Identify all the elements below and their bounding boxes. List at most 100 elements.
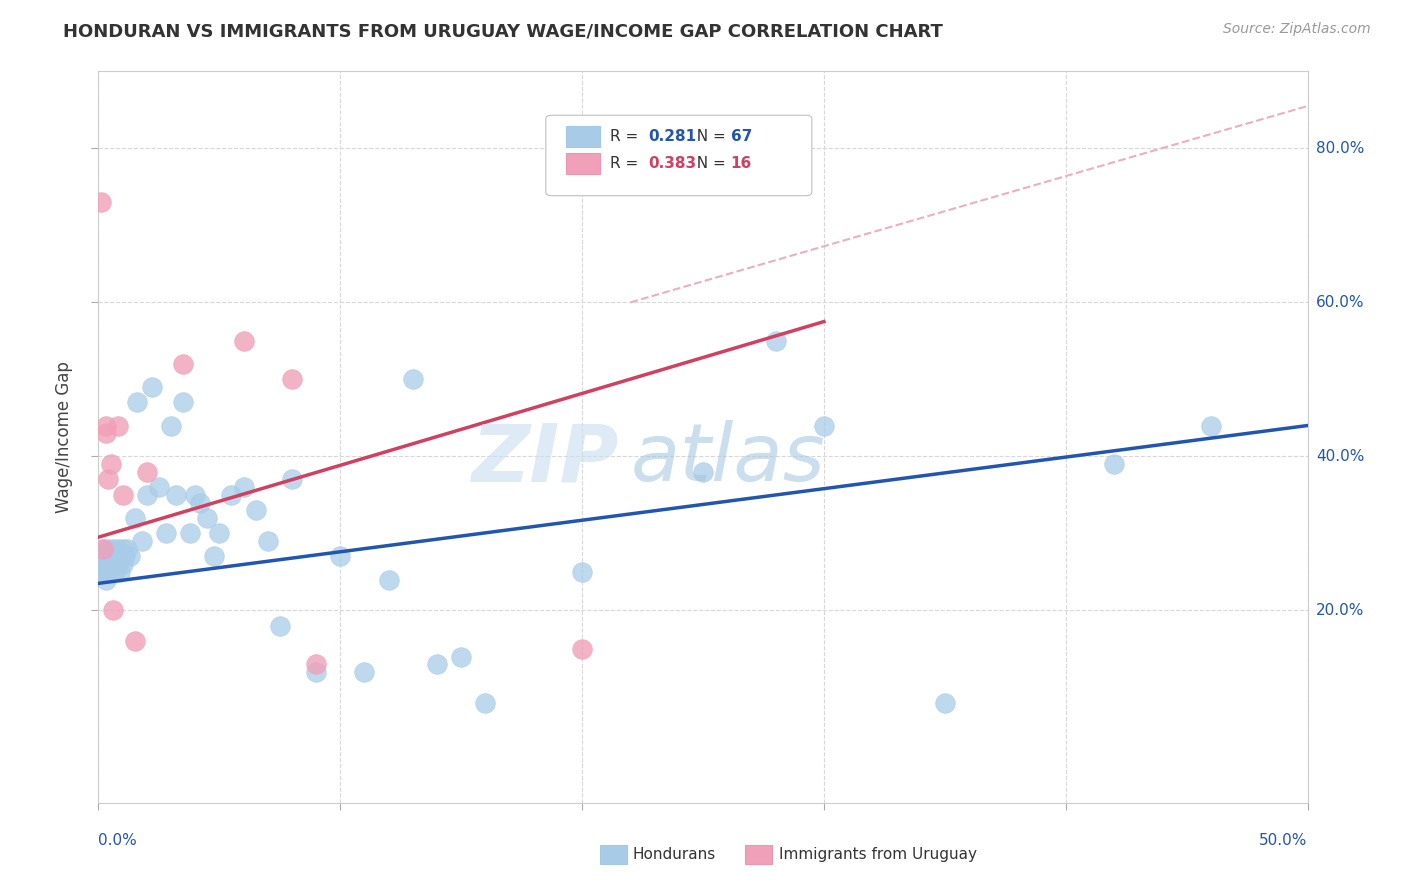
Point [204,549,226,564]
Point [94,418,117,433]
Point [101,557,124,571]
Text: Immigrants from Uruguay: Immigrants from Uruguay [779,847,977,862]
Point [90,557,112,571]
Point [124,511,146,525]
Bar [567,126,600,146]
Point [114,549,136,564]
Point [127,395,149,409]
Point [104,565,127,579]
Point [571,565,593,579]
Bar [567,153,600,174]
Point [94,573,117,587]
Text: R =: R = [610,129,643,144]
Point [117,541,139,556]
Point [94,426,117,441]
Point [172,395,194,409]
Bar [745,846,772,864]
Text: atlas: atlas [630,420,825,498]
Point [571,641,593,656]
Bar [600,846,627,864]
Point [1199,418,1222,433]
Point [813,418,835,433]
Point [450,649,472,664]
Point [172,357,194,371]
Point [195,511,218,525]
Point [377,573,399,587]
Point [353,665,375,679]
Point [305,657,328,672]
Point [90,565,112,579]
Point [179,526,201,541]
Text: N =: N = [688,156,731,171]
Text: 0.383: 0.383 [648,156,697,171]
Point [90,195,112,210]
Text: ZIP: ZIP [471,420,619,498]
Point [101,603,124,617]
Point [692,465,714,479]
Point [765,334,787,348]
Point [131,534,153,549]
Point [148,480,170,494]
Point [232,334,254,348]
Text: Hondurans: Hondurans [633,847,716,862]
Text: 80.0%: 80.0% [1316,141,1364,156]
Point [97,472,120,486]
Text: 0.281: 0.281 [648,129,697,144]
Point [111,541,134,556]
Point [111,488,134,502]
Y-axis label: Wage/Income Gap: Wage/Income Gap [55,361,73,513]
Point [124,634,146,648]
Point [155,526,177,541]
FancyBboxPatch shape [546,115,811,195]
Text: 67: 67 [731,129,752,144]
Point [108,565,131,579]
Point [281,372,304,386]
Point [91,541,114,556]
Point [329,549,352,564]
Point [100,549,122,564]
Point [97,557,120,571]
Point [100,457,122,471]
Point [305,665,328,679]
Point [100,565,122,579]
Point [160,418,183,433]
Point [100,557,122,571]
Point [91,549,114,564]
Point [101,541,124,556]
Point [118,549,141,564]
Point [188,495,211,509]
Point [107,541,129,556]
Text: 16: 16 [731,156,752,171]
Point [221,488,243,502]
Point [165,488,187,502]
Point [135,488,157,502]
Point [91,557,114,571]
Text: 60.0%: 60.0% [1316,295,1364,310]
Text: 40.0%: 40.0% [1316,449,1364,464]
Point [97,549,120,564]
Point [97,541,120,556]
Point [141,380,163,394]
Point [111,557,134,571]
Point [108,549,131,564]
Point [94,549,117,564]
Point [208,526,231,541]
Text: 0.0%: 0.0% [98,833,138,848]
Point [426,657,449,672]
Point [104,549,127,564]
Point [1102,457,1125,471]
Text: R =: R = [610,156,643,171]
Point [91,541,114,556]
Point [107,557,129,571]
Point [934,696,956,710]
Point [91,565,114,579]
Point [90,549,112,564]
Point [94,557,117,571]
Point [107,418,129,433]
Point [184,488,207,502]
Point [245,503,267,517]
Text: 50.0%: 50.0% [1260,833,1308,848]
Point [135,465,157,479]
Point [269,618,291,632]
Text: HONDURAN VS IMMIGRANTS FROM URUGUAY WAGE/INCOME GAP CORRELATION CHART: HONDURAN VS IMMIGRANTS FROM URUGUAY WAGE… [63,22,943,40]
